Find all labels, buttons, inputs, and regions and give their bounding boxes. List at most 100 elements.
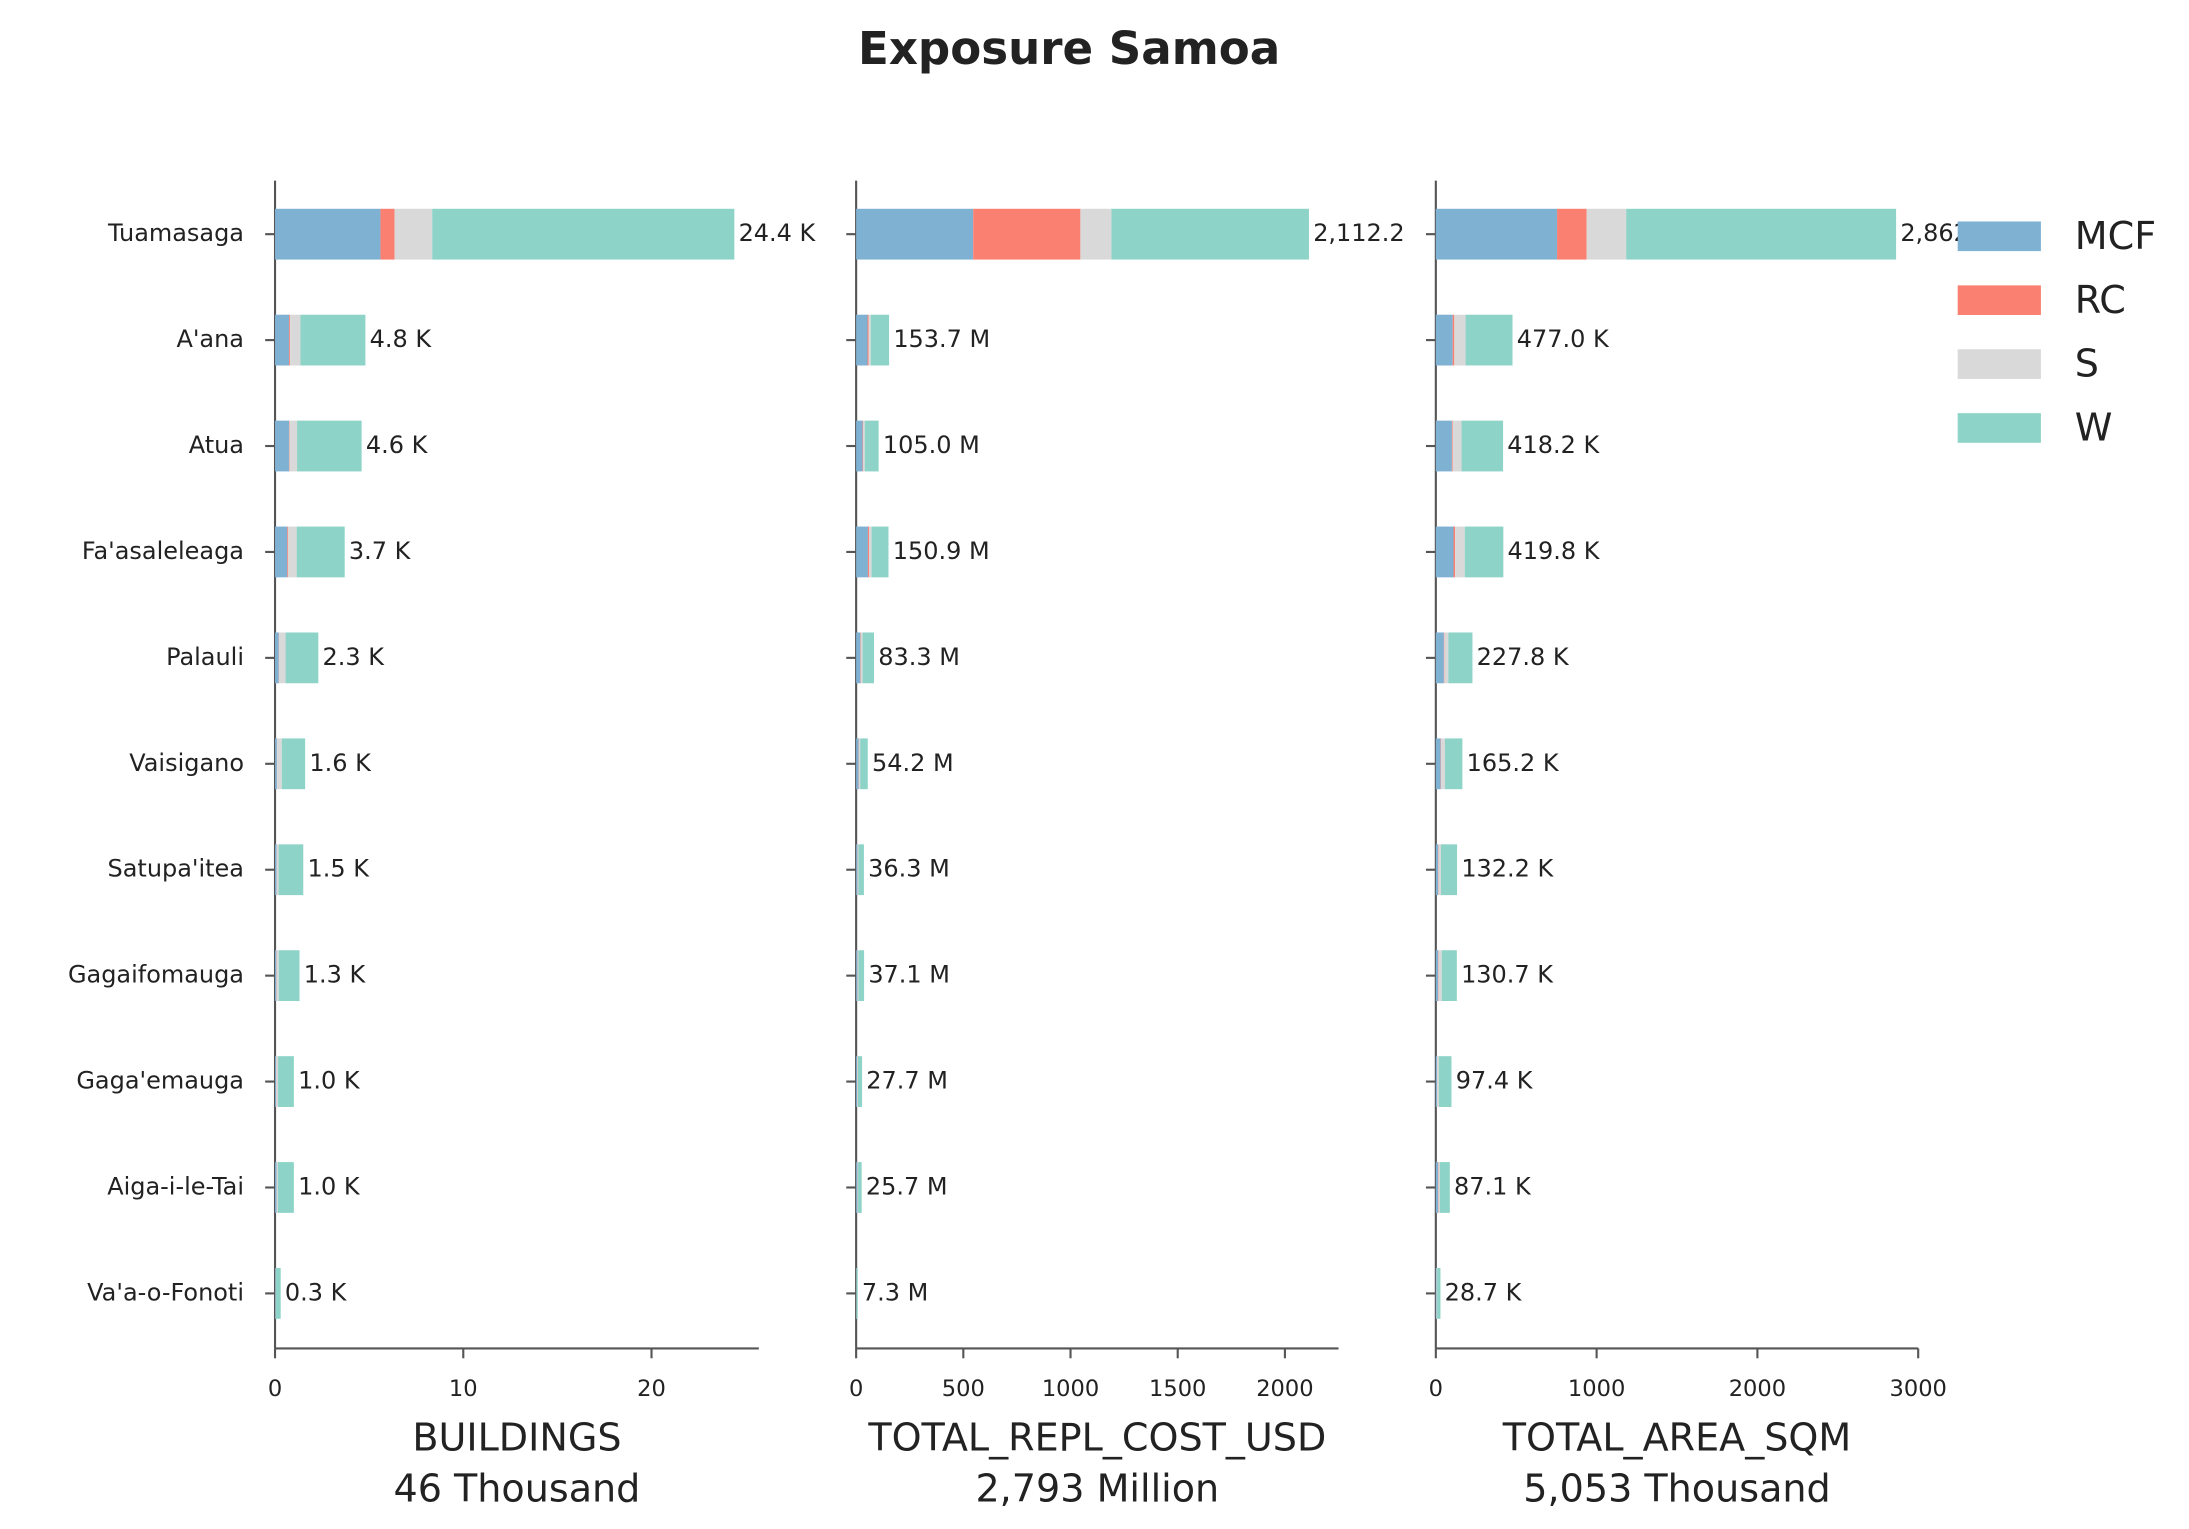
bar-segment [1448, 632, 1473, 684]
bar-segment [281, 738, 306, 790]
value-label: 153.7 M [893, 325, 990, 353]
bar-segment [275, 738, 277, 790]
bar-segment [1435, 420, 1452, 472]
bar-segment [1436, 1268, 1438, 1319]
bar-segment [1464, 526, 1504, 578]
bar-segment [1586, 208, 1627, 260]
bar-segment [1437, 1056, 1439, 1107]
bar-segment [277, 738, 282, 790]
value-label: 3.7 K [349, 537, 412, 565]
bar-segment [870, 314, 890, 366]
bar-segment [1439, 1162, 1450, 1213]
y-tick-label: Aiga-i-le-Tai [107, 1172, 244, 1200]
value-label: 54.2 M [872, 749, 954, 777]
bar-segment [857, 950, 859, 1002]
bar-segment [1435, 950, 1439, 1002]
value-label: 419.8 K [1508, 537, 1601, 565]
bar-segment [1454, 314, 1466, 366]
legend-swatch [1957, 285, 2041, 315]
bar-segment [973, 208, 1081, 260]
bar-segment [276, 950, 279, 1002]
bar-segment [285, 632, 319, 684]
x-tick-label: 0 [849, 1376, 863, 1402]
legend-swatch [1957, 221, 2041, 252]
bar-segment [289, 420, 298, 472]
y-tick-label: Gagaifomauga [68, 961, 244, 989]
bar-segment [1438, 1056, 1452, 1107]
bar-segment [1438, 950, 1442, 1002]
bar-segment [1453, 526, 1456, 578]
value-label: 2.3 K [323, 643, 386, 671]
bar-segment [860, 738, 868, 790]
value-label: 87.1 K [1454, 1172, 1532, 1200]
bar-segment [1455, 526, 1465, 578]
bar-segment [856, 420, 863, 472]
bar-segment [1080, 208, 1112, 260]
value-label: 165.2 K [1467, 749, 1560, 777]
value-label: 1.0 K [298, 1067, 361, 1095]
bar-segment [1438, 1162, 1440, 1213]
bar-segment [862, 420, 865, 472]
bar-segment [862, 632, 874, 684]
value-label: 28.7 K [1445, 1278, 1523, 1306]
bar-segment [1461, 420, 1504, 472]
bar-segment [276, 1056, 279, 1107]
bar-segment [1465, 314, 1513, 366]
bar-segment [868, 314, 871, 366]
x-tick-label: 1500 [1149, 1376, 1206, 1402]
chart-title: Exposure Samoa [858, 22, 1280, 75]
bar-segment [300, 314, 366, 366]
x-tick-label: 3000 [1890, 1376, 1947, 1402]
y-tick-label: Fa'asaleleaga [82, 537, 244, 565]
bar-segment [1435, 1162, 1439, 1213]
x-axis-note: 2,793 Million [975, 1466, 1219, 1510]
value-label: 2,112.2 [1313, 219, 1405, 247]
y-tick-label: Tuamasaga [107, 219, 244, 247]
x-axis-label: TOTAL_AREA_SQM [1502, 1416, 1852, 1460]
bar-segment [297, 420, 362, 472]
bar-segment [290, 314, 301, 366]
bar-segment [1441, 950, 1457, 1002]
bar-segment [1438, 844, 1441, 896]
bar-segment [867, 526, 869, 578]
bar-segment [1435, 526, 1454, 578]
bar-segment [275, 314, 290, 366]
bar-segment [278, 950, 300, 1002]
bar-segment [275, 420, 290, 472]
bar-segment [856, 738, 859, 790]
bar-segment [857, 1056, 858, 1107]
bar-segment [432, 208, 735, 260]
bar-segment [867, 314, 869, 366]
bar-segment [856, 314, 868, 366]
bar-segment [1111, 208, 1309, 260]
bar-segment [289, 314, 291, 366]
bar-segment [1437, 1268, 1441, 1319]
bar-segment [275, 526, 288, 578]
value-label: 130.7 K [1461, 961, 1554, 989]
bar-segment [858, 1162, 862, 1213]
bar-segment [1451, 420, 1453, 472]
bar-segment [380, 208, 395, 260]
x-axis-note: 46 Thousand [393, 1466, 640, 1510]
bar-segment [275, 208, 381, 260]
bar-segment [858, 738, 861, 790]
bar-segment [1444, 738, 1463, 790]
x-tick-label: 20 [637, 1376, 666, 1402]
value-label: 27.7 M [866, 1067, 948, 1095]
bar-segment [275, 1162, 277, 1213]
value-label: 1.3 K [304, 961, 367, 989]
value-label: 0.3 K [285, 1278, 348, 1306]
bar-segment [275, 950, 277, 1002]
bar-segment [868, 526, 872, 578]
bar-segment [856, 950, 858, 1002]
y-tick-label: Va'a-o-Fonoti [87, 1278, 244, 1306]
value-label: 36.3 M [868, 855, 950, 883]
bar-segment [857, 844, 859, 896]
value-label: 1.5 K [308, 855, 371, 883]
bar-segment [277, 1162, 294, 1213]
value-label: 132.2 K [1461, 855, 1554, 883]
value-label: 105.0 M [883, 431, 980, 459]
x-axis-note: 5,053 Thousand [1523, 1466, 1830, 1510]
x-tick-label: 0 [1429, 1376, 1443, 1402]
